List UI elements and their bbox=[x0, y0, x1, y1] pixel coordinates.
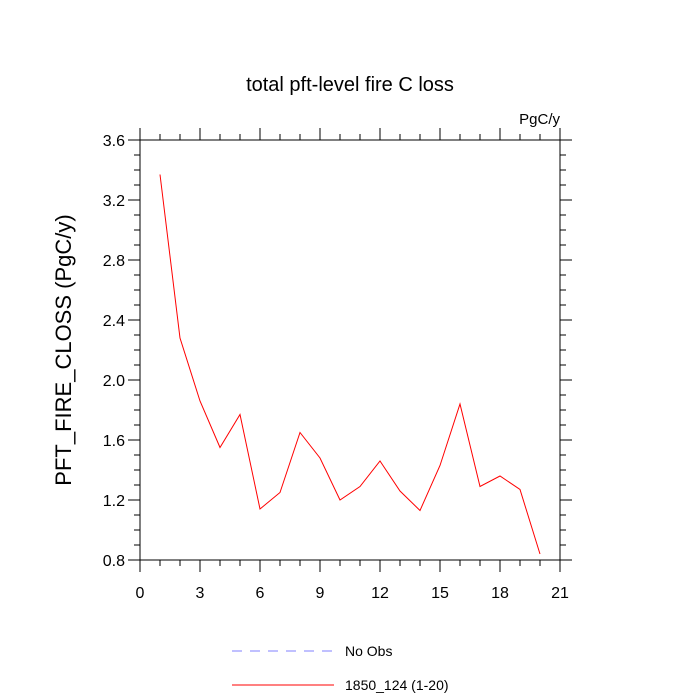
y-tick-label: 3.2 bbox=[103, 193, 125, 210]
y-tick-label: 1.2 bbox=[103, 493, 125, 510]
plot-frame bbox=[139, 139, 561, 561]
x-tick-label: 15 bbox=[431, 585, 449, 602]
legend-label: 1850_124 (1-20) bbox=[345, 677, 449, 693]
x-tick-labels: 0 3 6 9 12 15 18 21 bbox=[136, 585, 569, 602]
x-tick-label: 0 bbox=[136, 585, 145, 602]
x-tick-label: 18 bbox=[491, 585, 509, 602]
y-tick-labels: 0.8 1.2 1.6 2.0 2.4 2.8 3.2 3.6 bbox=[103, 133, 125, 570]
y-tick-label: 2.8 bbox=[103, 253, 125, 270]
y-tick-label: 3.6 bbox=[103, 133, 125, 150]
y-tick-label: 2.4 bbox=[103, 313, 125, 330]
legend-label: No Obs bbox=[345, 643, 392, 659]
series-line bbox=[159, 174, 541, 555]
legend: No Obs 1850_124 (1-20) bbox=[232, 643, 449, 693]
series-lines bbox=[159, 174, 541, 555]
y-axis-label: PFT_FIRE_CLOSS (PgC/y) bbox=[51, 214, 76, 485]
axis-ticks bbox=[128, 128, 572, 572]
y-tick-label: 0.8 bbox=[103, 553, 125, 570]
y-tick-label: 2.0 bbox=[103, 373, 125, 390]
x-tick-label: 12 bbox=[371, 585, 389, 602]
x-tick-label: 3 bbox=[196, 585, 205, 602]
x-tick-label: 9 bbox=[316, 585, 325, 602]
y-tick-label: 1.6 bbox=[103, 433, 125, 450]
chart-title: total pft-level fire C loss bbox=[246, 74, 454, 96]
x-tick-label: 21 bbox=[551, 585, 569, 602]
x-tick-label: 6 bbox=[256, 585, 265, 602]
units-label: PgC/y bbox=[519, 111, 560, 128]
